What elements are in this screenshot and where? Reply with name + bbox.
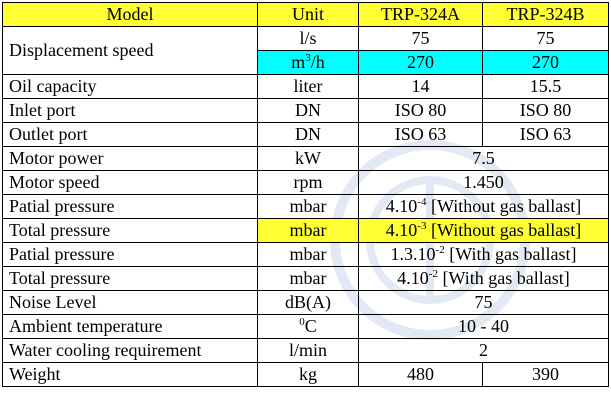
row: Outlet port DN ISO 63 ISO 63 [2,122,609,147]
value-cell-base: 4.10 [397,268,429,288]
unit-cell: kW [257,146,359,171]
value-cell-base: 1.3.10 [390,244,436,264]
label-cell: Displacement speed [2,26,258,75]
value-cell: ISO 80 [358,98,483,123]
row: Oil capacity liter 14 15.5 [2,74,609,99]
value-cell: ISO 63 [482,122,609,147]
header-cell: TRP-324A [358,2,483,27]
value-cell: 7.5 [358,146,609,171]
unit-cell: rpm [257,170,359,195]
value-cell-rest: [With gas ballast] [437,268,570,288]
value-cell-base: 4.10 [385,196,418,216]
value-cell-rest: [Without gas ballast] [426,220,582,240]
value-cell: 4.10-4 [Without gas ballast] [358,194,609,219]
label-cell: Noise Level [2,290,258,315]
unit-cell: mbar [257,242,359,267]
value-cell: 1.3.10-2 [With gas ballast] [358,242,609,267]
value-cell: 1.450 [358,170,609,195]
unit-cell: 0C [257,314,359,339]
row: Motor speed rpm 1.450 [2,170,609,195]
value-cell: 270 [358,50,483,75]
value-cell: 10 - 40 [358,314,609,339]
row: Total pressure mbar 4.10-2 [With gas balla… [2,266,609,291]
unit-cell: m3/h [257,50,359,75]
unit-cell: mbar [257,218,359,243]
row: Inlet port DN ISO 80 ISO 80 [2,98,609,123]
row: Patial pressure mbar 1.3.10-2 [With gas ba… [2,242,609,267]
label-cell: Oil capacity [2,74,258,99]
row: Weight kg 480 390 [2,362,609,387]
unit-text: /h [310,52,325,72]
value-cell-sup: -2 [428,268,438,280]
value-cell: 75 [482,26,609,51]
label-cell: Weight [2,362,258,387]
value-cell-sup: -4 [417,196,427,208]
value-cell: 14 [358,74,483,99]
rows: Oil capacity liter 14 15.5 Inlet port DN ISO 8… [2,74,609,387]
label-cell: Motor speed [2,170,258,195]
label-cell: Water cooling requirement [2,338,258,363]
value-cell-rest: [With gas ballast] [444,244,577,264]
label-cell: Total pressure [2,266,258,291]
value-cell: 480 [358,362,483,387]
header-row: Model Unit TRP-324A TRP-324B [2,2,609,27]
unit-cell: DN [257,122,359,147]
row: Noise Level dB(A) 75 [2,290,609,315]
value-cell-sup: -3 [417,220,427,232]
unit-cell-rest: C [304,316,317,336]
row: Ambient temperature 0C 10 - 40 [2,314,609,339]
value-cell: 270 [482,50,609,75]
unit-cell: l/min [257,338,359,363]
value-cell: 4.10-3 [Without gas ballast] [358,218,609,243]
header-cell: Model [2,2,258,27]
value-cell: 75 [358,26,483,51]
row: Total pressure mbar 4.10-3 [Without gas ba… [2,218,609,243]
label-cell: Outlet port [2,122,258,147]
value-cell: ISO 63 [358,122,483,147]
label-cell: Ambient temperature [2,314,258,339]
value-cell-sup: -2 [435,244,445,256]
row: Displacement speed l/s 75 75 [2,26,609,75]
unit-cell: kg [257,362,359,387]
spec-table: Model Unit TRP-324A TRP-324B Displacemen… [2,2,609,387]
value-cell: 4.10-2 [With gas ballast] [358,266,609,291]
value-cell-base: 4.10 [385,220,418,240]
value-cell: 15.5 [482,74,609,99]
value-cell: ISO 80 [482,98,609,123]
value-cell-rest: [Without gas ballast] [426,196,582,216]
unit-cell: dB(A) [257,290,359,315]
label-cell: Motor power [2,146,258,171]
unit-cell-sup: 0 [299,316,305,328]
unit-text: m [291,52,306,72]
label-cell: Inlet port [2,98,258,123]
value-cell: 2 [358,338,609,363]
row: Motor power kW 7.5 [2,146,609,171]
unit-cell: l/s [257,26,359,51]
label-cell: Patial pressure [2,194,258,219]
header-cell: Unit [257,2,359,27]
row: Water cooling requirement l/min 2 [2,338,609,363]
row: Patial pressure mbar 4.10-4 [Without gas b… [2,194,609,219]
unit-cell: mbar [257,266,359,291]
label-cell: Patial pressure [2,242,258,267]
unit-cell: DN [257,98,359,123]
label-cell: Total pressure [2,218,258,243]
unit-cell: mbar [257,194,359,219]
header-cell: TRP-324B [482,2,609,27]
unit-cell: liter [257,74,359,99]
unit-sup: 3 [305,52,311,64]
value-cell: 75 [358,290,609,315]
value-cell: 390 [482,362,609,387]
